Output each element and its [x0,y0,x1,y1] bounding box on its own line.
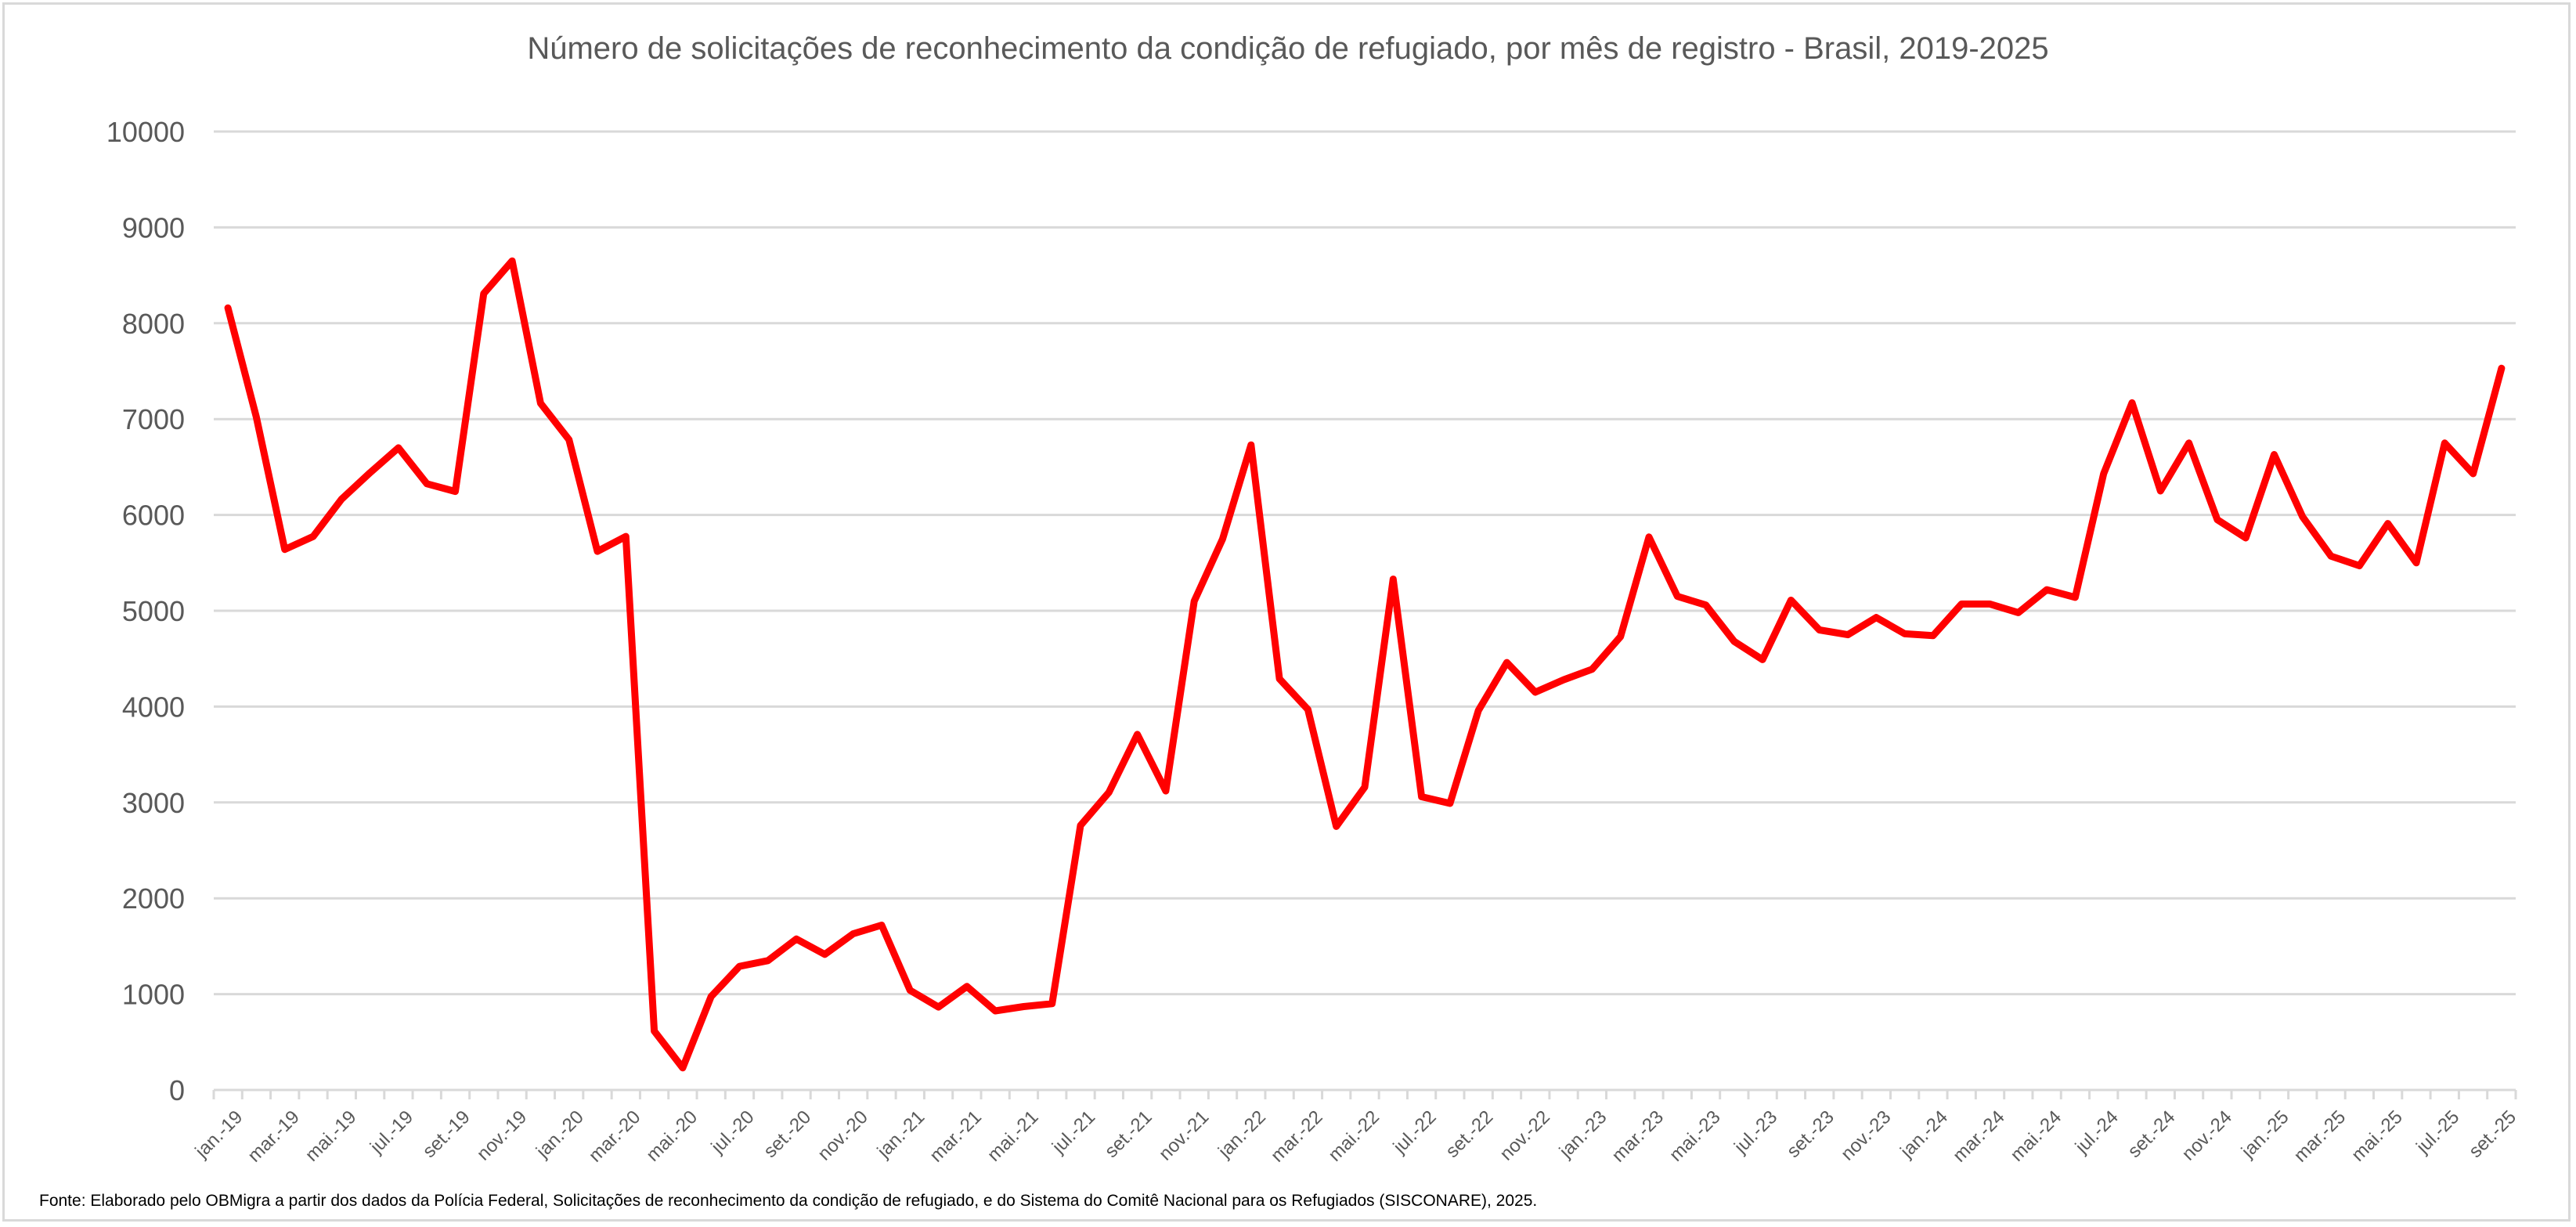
x-tick-label: set.-23 [1783,1106,1838,1162]
chart-title: Número de solicitações de reconhecimento… [527,31,2049,66]
x-tick-label: mai.-19 [301,1106,361,1166]
source-footnote: Fonte: Elaborado pelo OBMigra a partir d… [39,1192,1538,1210]
x-tick-label: set.-22 [1441,1106,1497,1162]
x-tick-label: nov.-20 [814,1106,871,1164]
x-tick-label: jan.-24 [1896,1106,1952,1163]
x-tick-label: nov.-23 [1837,1106,1895,1164]
x-tick-label: nov.-24 [2178,1106,2236,1164]
x-tick-label: jul.-25 [2412,1106,2463,1158]
x-tick-label: mar.-20 [585,1106,645,1167]
x-tick-label: jan.-23 [1555,1106,1611,1163]
x-tick-label: set.-25 [2465,1106,2520,1162]
x-tick-label: mar.-21 [925,1106,986,1167]
x-tick-label: mai.-20 [642,1106,702,1166]
x-tick-label: nov.-21 [1155,1106,1213,1164]
x-tick-label: mar.-23 [1607,1106,1668,1167]
y-tick-label: 9000 [122,211,185,244]
x-tick-label: mai.-22 [1324,1106,1384,1166]
x-tick-label: nov.-19 [473,1106,531,1164]
y-tick-label: 8000 [122,308,185,340]
x-tick-label: jul.-19 [366,1106,417,1158]
x-tick-label: set.-19 [419,1106,474,1162]
y-tick-label: 10000 [106,116,185,148]
x-tick-label: mar.-22 [1267,1106,1327,1167]
y-tick-label: 3000 [122,787,185,819]
y-tick-label: 1000 [122,979,185,1011]
x-tick-label: jan.-19 [191,1106,247,1163]
y-tick-label: 4000 [122,691,185,723]
x-tick-label: mar.-19 [244,1106,304,1167]
x-tick-label: mai.-25 [2347,1106,2407,1166]
y-tick-label: 0 [169,1074,185,1106]
x-tick-label: jul.-23 [1730,1106,1781,1158]
gridlines [214,130,2516,996]
x-tick-label: set.-20 [759,1106,815,1162]
x-tick-label: set.-21 [1101,1106,1156,1162]
y-axis-labels: 0 1000 2000 3000 4000 5000 6000 7000 8000 9000 100… [106,116,185,1106]
y-tick-label: 7000 [122,403,185,435]
x-tick-label: mai.-24 [2007,1106,2066,1166]
x-tick-label: jul.-21 [1048,1106,1099,1158]
series-line [224,257,2506,1072]
x-tick-label: mai.-23 [1665,1106,1725,1166]
x-tick-label: jan.-25 [2237,1106,2293,1163]
x-tick-label: jul.-20 [707,1106,759,1158]
x-tick-label: jul.-22 [1389,1106,1441,1158]
y-tick-label: 5000 [122,595,185,627]
x-tick-label: jul.-24 [2071,1106,2123,1158]
x-tick-label: jan.-20 [532,1106,588,1163]
x-tick-label: set.-24 [2123,1106,2179,1162]
x-tick-label: nov.-22 [1495,1106,1553,1164]
y-tick-label: 2000 [122,882,185,915]
x-tick-label: jan.-22 [1214,1106,1270,1163]
x-tick-label: mai.-21 [983,1106,1043,1166]
x-axis [212,1088,2517,1099]
x-tick-label: mar.-24 [1949,1106,2009,1167]
x-tick-label: mar.-25 [2290,1106,2351,1167]
x-tick-label: jan.-21 [873,1106,929,1163]
y-tick-label: 6000 [122,500,185,532]
